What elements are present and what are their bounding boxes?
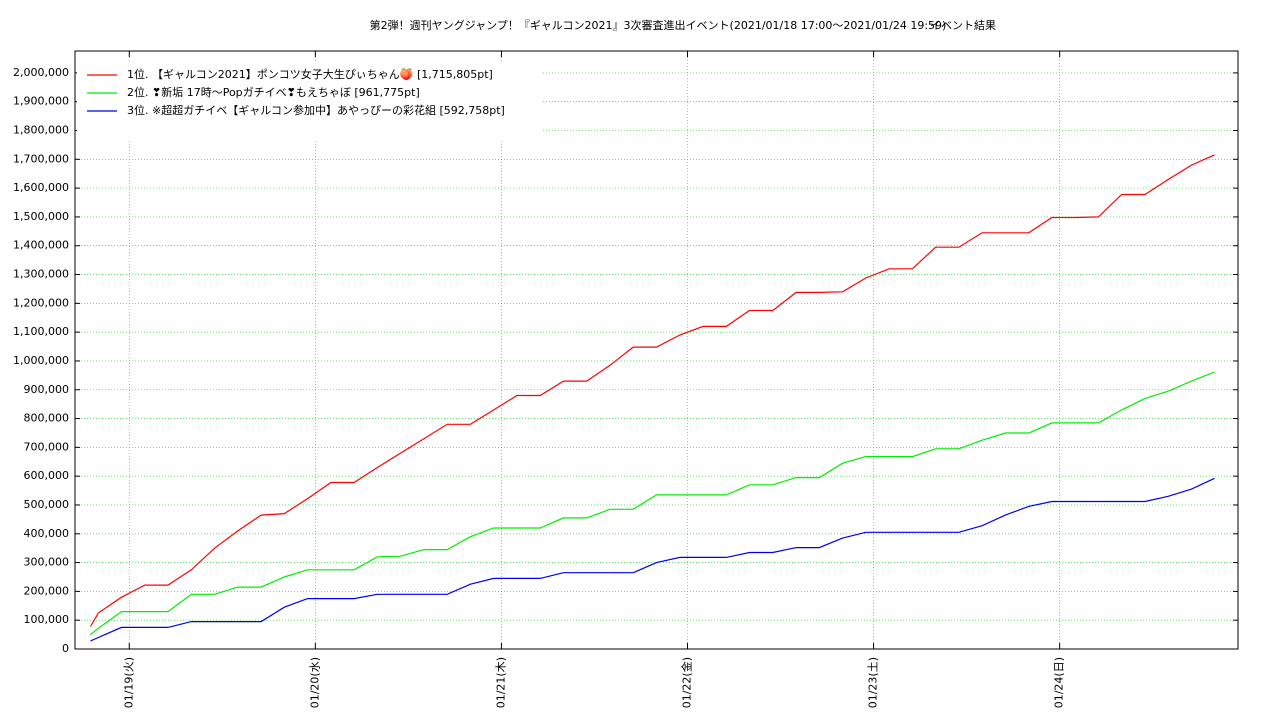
- y-tick-label: 1,700,000: [13, 152, 69, 165]
- y-tick-label: 800,000: [24, 412, 70, 425]
- legend-label: 1位. 【ギャルコン2021】ポンコツ女子大生ぴぃちゃん🍑 [1,715,805…: [127, 67, 493, 81]
- x-tick-label: 01/21(木): [494, 657, 507, 708]
- y-tick-label: 1,600,000: [13, 181, 69, 194]
- y-tick-label: 1,800,000: [13, 124, 69, 137]
- y-tick-label: 1,500,000: [13, 210, 69, 223]
- y-tick-label: 500,000: [24, 498, 70, 511]
- y-tick-label: 600,000: [24, 469, 70, 482]
- y-tick-label: 1,200,000: [13, 296, 69, 309]
- series-line: [89, 154, 1215, 627]
- y-tick-label: 0: [62, 642, 69, 655]
- x-tick-label: 01/23(土): [867, 657, 880, 708]
- x-tick-label: 01/22(金): [680, 657, 694, 708]
- y-tick-label: 900,000: [24, 383, 70, 396]
- legend: 1位. 【ギャルコン2021】ポンコツ女子大生ぴぃちゃん🍑 [1,715,805…: [77, 61, 543, 141]
- y-tick-label: 1,400,000: [13, 239, 69, 252]
- legend-label: 3位. ※超超ガチイベ【ギャルコン参加中】あやっぴーの彩花組 [592,758p…: [127, 103, 505, 117]
- y-tick-label: 200,000: [24, 584, 70, 597]
- y-tick-label: 1,900,000: [13, 95, 69, 108]
- legend-label: 2位. ❣新垢 17時〜Popガチイベ❣もえちゃぼ [961,775pt]: [127, 85, 420, 99]
- y-tick-label: 2,000,000: [13, 66, 69, 79]
- x-tick-label: 01/20(水): [308, 657, 321, 708]
- y-tick-label: 1,300,000: [13, 268, 69, 281]
- x-tick-label: 01/24(日): [1053, 657, 1066, 708]
- series-line: [90, 477, 1215, 642]
- y-tick-label: 1,100,000: [13, 325, 69, 338]
- y-tick-label: 100,000: [24, 613, 70, 626]
- y-tick-label: 1,000,000: [13, 354, 69, 367]
- chart-subtitle: イベント結果: [930, 18, 996, 32]
- plot-frame: [74, 50, 1239, 650]
- series-line: [90, 371, 1215, 636]
- legend-box: [77, 61, 543, 141]
- y-tick-label: 300,000: [24, 556, 70, 569]
- y-tick-label: 700,000: [24, 440, 70, 453]
- chart-title: 第2弾！週刊ヤングジャンプ！『ギャルコン2021』3次審査進出イベント(2021…: [370, 18, 947, 32]
- x-tick-label: 01/19(火): [122, 657, 135, 708]
- y-tick-label: 400,000: [24, 527, 70, 540]
